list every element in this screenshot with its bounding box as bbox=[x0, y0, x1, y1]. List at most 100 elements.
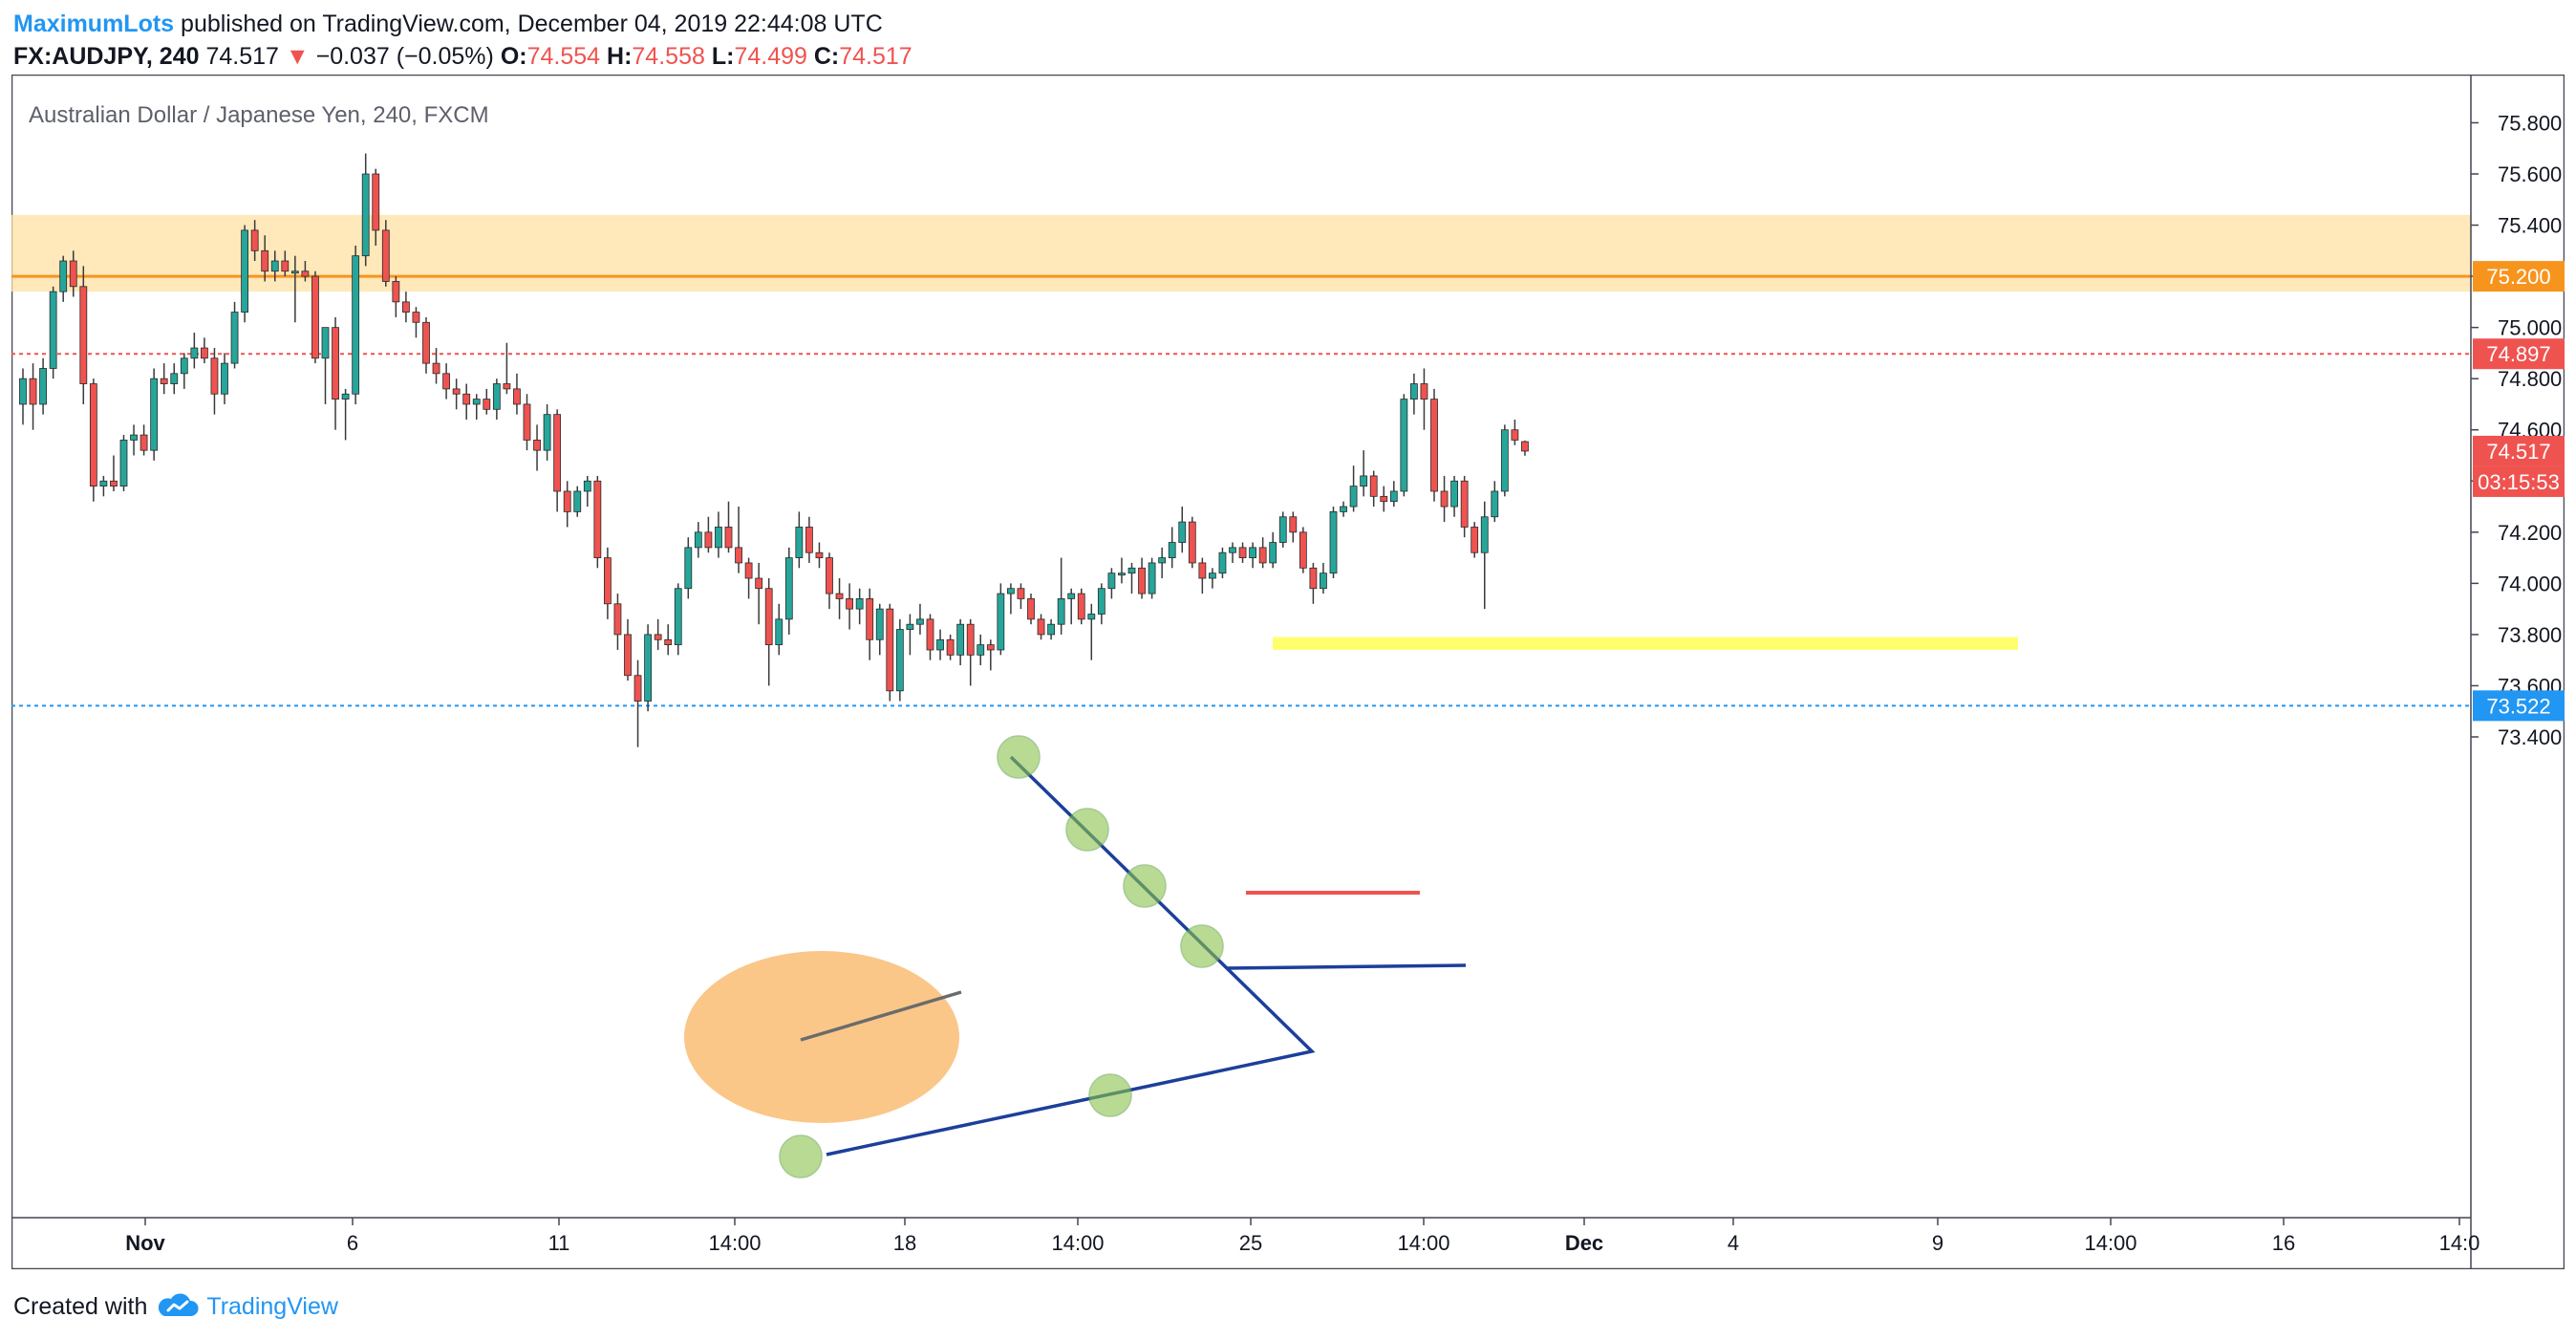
chart-frame[interactable]: 75.80075.60075.40075.20075.00074.80074.6… bbox=[11, 74, 2565, 1270]
candle-body bbox=[59, 260, 68, 292]
candle-body bbox=[815, 551, 824, 558]
candle-body bbox=[1329, 510, 1338, 574]
candle-body bbox=[1188, 521, 1196, 564]
candle bbox=[633, 659, 642, 747]
candle bbox=[1400, 394, 1408, 497]
candle-body bbox=[150, 378, 159, 451]
candle-body bbox=[1198, 562, 1207, 579]
ellipse-trendline[interactable] bbox=[800, 990, 962, 1042]
bullish-rejection-ellipse[interactable] bbox=[684, 951, 959, 1123]
candle-body bbox=[664, 638, 673, 646]
candle bbox=[523, 394, 531, 451]
touch-marker[interactable] bbox=[1180, 924, 1224, 968]
high-label: H: bbox=[607, 43, 633, 70]
candle bbox=[150, 368, 159, 461]
candle bbox=[563, 481, 571, 528]
x-tick-label: 4 bbox=[1728, 1231, 1739, 1255]
candle-body bbox=[200, 347, 208, 359]
candle-body bbox=[1178, 521, 1187, 543]
candle-body bbox=[826, 557, 833, 594]
candle-body bbox=[553, 414, 562, 492]
candle bbox=[1077, 588, 1085, 625]
candle-body bbox=[1299, 531, 1307, 569]
candle bbox=[462, 383, 471, 421]
candle-body bbox=[1047, 623, 1055, 636]
candle bbox=[1138, 557, 1146, 599]
candle-body bbox=[361, 173, 370, 257]
candle-body bbox=[1360, 475, 1368, 487]
y-tick-label: 74.200 bbox=[2498, 521, 2562, 545]
candle bbox=[1511, 420, 1519, 445]
candle-body bbox=[241, 229, 249, 313]
candle bbox=[1430, 388, 1438, 502]
candle bbox=[735, 507, 742, 573]
candle-body bbox=[866, 598, 874, 640]
candle-body bbox=[1007, 588, 1015, 594]
candle bbox=[270, 250, 279, 282]
candle-body bbox=[210, 357, 219, 395]
target-zone bbox=[1273, 637, 2018, 650]
touch-marker[interactable] bbox=[997, 735, 1041, 779]
brand-label: TradingView bbox=[206, 1293, 338, 1320]
candle bbox=[644, 624, 652, 712]
candle bbox=[1037, 614, 1045, 640]
candle bbox=[866, 588, 874, 660]
tradingview-brand[interactable]: TradingView bbox=[155, 1290, 338, 1323]
candle-body bbox=[735, 547, 742, 564]
touch-marker[interactable] bbox=[1123, 864, 1167, 908]
candle bbox=[79, 266, 88, 404]
candle-body bbox=[1057, 598, 1065, 625]
touch-marker[interactable] bbox=[779, 1135, 823, 1178]
candle-body bbox=[261, 249, 269, 272]
price-label-box bbox=[2473, 690, 2565, 722]
candle-body bbox=[422, 321, 430, 364]
x-tick-label: 16 bbox=[2272, 1231, 2295, 1255]
candle bbox=[332, 316, 339, 430]
x-tick-label: 14:00 bbox=[1051, 1231, 1104, 1255]
candle-body bbox=[795, 527, 804, 558]
candle-body bbox=[99, 480, 108, 487]
candle-body bbox=[432, 362, 440, 375]
candle bbox=[1309, 562, 1318, 604]
candle-body bbox=[1127, 567, 1136, 574]
author-link[interactable]: MaximumLots bbox=[13, 11, 175, 37]
candle-body bbox=[1369, 475, 1378, 497]
candle bbox=[956, 618, 965, 666]
candle bbox=[1521, 440, 1529, 456]
y-tick-label: 73.800 bbox=[2498, 623, 2562, 647]
candle-body bbox=[543, 414, 551, 451]
candle-body bbox=[321, 327, 330, 359]
candle bbox=[49, 286, 57, 379]
candle bbox=[826, 552, 833, 610]
candle-body bbox=[926, 618, 934, 651]
candle bbox=[1087, 603, 1096, 660]
close-value: 74.517 bbox=[839, 43, 912, 70]
candle-body bbox=[1320, 573, 1327, 590]
candle bbox=[674, 583, 682, 656]
candlestick-chart[interactable]: 75.80075.60075.40075.20075.00074.80074.6… bbox=[11, 74, 2565, 1270]
candle-body bbox=[332, 327, 339, 400]
candle bbox=[1470, 522, 1479, 558]
candle bbox=[1097, 583, 1106, 625]
candle-body bbox=[1238, 547, 1247, 558]
candle-body bbox=[613, 603, 622, 636]
x-tick-label: 14:00 bbox=[708, 1231, 761, 1255]
candle-body bbox=[906, 623, 914, 630]
candle-body bbox=[401, 301, 410, 313]
candle-body bbox=[1349, 486, 1358, 508]
touch-marker[interactable] bbox=[1065, 808, 1109, 852]
candle bbox=[744, 557, 753, 599]
touch-marker[interactable] bbox=[1088, 1073, 1132, 1117]
candle bbox=[321, 327, 330, 404]
candle-body bbox=[1410, 383, 1418, 400]
candle-body bbox=[19, 378, 27, 405]
candle-body bbox=[1470, 527, 1479, 553]
candle-body bbox=[1218, 551, 1227, 574]
candle-body bbox=[79, 286, 88, 384]
wedge-lines[interactable] bbox=[826, 755, 1316, 1156]
candle bbox=[1107, 568, 1116, 599]
candle bbox=[966, 618, 975, 686]
breakout-line[interactable] bbox=[1226, 963, 1467, 970]
candle bbox=[583, 475, 591, 508]
candle-body bbox=[997, 593, 1005, 651]
